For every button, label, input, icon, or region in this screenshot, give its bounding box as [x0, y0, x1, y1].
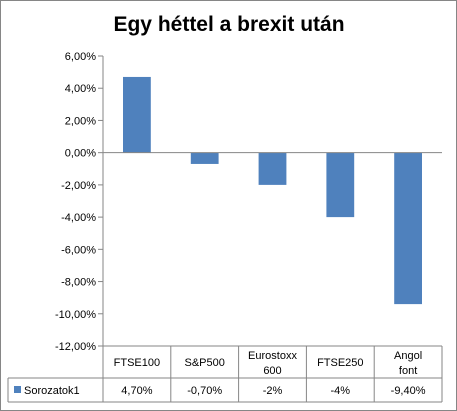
category-label: FTSE100	[114, 357, 160, 369]
category-label: Eurostoxx	[248, 350, 297, 362]
data-label: -0,70%	[187, 385, 222, 397]
data-label: -2%	[263, 385, 283, 397]
y-tick-label: 4,00%	[65, 83, 96, 95]
category-label: FTSE250	[317, 357, 363, 369]
legend-series-name: Sorozatok1	[24, 385, 80, 397]
y-tick-label: -6,00%	[61, 244, 96, 256]
data-label: -4%	[331, 385, 351, 397]
y-tick-label: -4,00%	[61, 212, 96, 224]
category-label: 600	[263, 365, 281, 377]
y-tick-label: -8,00%	[61, 277, 96, 289]
category-label: font	[399, 365, 417, 377]
chart-title: Egy héttel a brexit után	[113, 13, 344, 36]
y-tick-label: 6,00%	[65, 51, 96, 63]
y-tick-label: -12,00%	[55, 341, 96, 353]
bar	[326, 152, 355, 218]
plot-area: 6,00% 4,00% 2,00% 0,00% -2,00% -4,00% -6,00% -8…	[7, 51, 443, 403]
legend-key	[14, 386, 21, 393]
y-tick-label: 0,00%	[65, 148, 96, 160]
y-tick-label: -10,00%	[55, 309, 96, 321]
category-label: S&P500	[185, 357, 225, 369]
y-tick-label: -2,00%	[61, 180, 96, 192]
y-tick-label: 2,00%	[65, 115, 96, 127]
category-label: Angol	[394, 350, 422, 362]
bar	[258, 152, 287, 185]
data-label: -9,40%	[391, 385, 426, 397]
bar	[394, 152, 422, 305]
bar	[123, 76, 151, 153]
data-label: 4,70%	[121, 385, 152, 397]
bar	[190, 152, 219, 164]
